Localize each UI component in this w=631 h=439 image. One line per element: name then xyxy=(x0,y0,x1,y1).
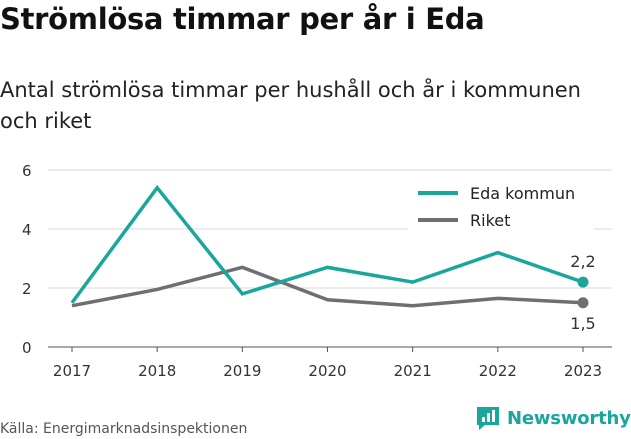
data-label: 1,5 xyxy=(570,314,595,333)
x-tick-label: 2019 xyxy=(223,362,261,380)
legend-label: Eda kommun xyxy=(470,184,575,203)
chart-subtitle: Antal strömlösa timmar per hushåll och å… xyxy=(0,78,581,133)
x-tick-label: 2021 xyxy=(394,362,432,380)
brand-name: Newsworthy xyxy=(507,407,631,429)
brand-logo: Newsworthy xyxy=(475,405,631,431)
y-tick-label: 2 xyxy=(22,280,32,298)
x-tick-label: 2020 xyxy=(308,362,346,380)
legend-label: Riket xyxy=(470,211,510,230)
legend-box xyxy=(408,176,594,232)
y-tick-label: 6 xyxy=(22,162,32,180)
x-tick-label: 2018 xyxy=(138,362,176,380)
newsworthy-logo-icon xyxy=(477,407,499,430)
x-tick-label: 2023 xyxy=(564,362,602,380)
series-line-riket xyxy=(71,265,584,308)
x-tick-label: 2017 xyxy=(53,362,91,380)
source-note: Källa: Energimarknadsinspektionen xyxy=(0,421,248,437)
chart-title: Strömlösa timmar per år i Eda xyxy=(0,2,485,36)
series-end-point xyxy=(577,297,589,309)
series-end-point xyxy=(577,276,589,288)
data-label: 2,2 xyxy=(570,252,595,271)
y-tick-label: 4 xyxy=(22,221,32,239)
y-tick-label: 0 xyxy=(22,339,32,357)
x-tick-label: 2022 xyxy=(479,362,517,380)
series-line-eda-kommun xyxy=(70,184,584,304)
line-chart: 0 2 4 6 2017 2018 2019 2020 2021 2022 2023 2,2 1,5 Ed… xyxy=(22,162,612,380)
